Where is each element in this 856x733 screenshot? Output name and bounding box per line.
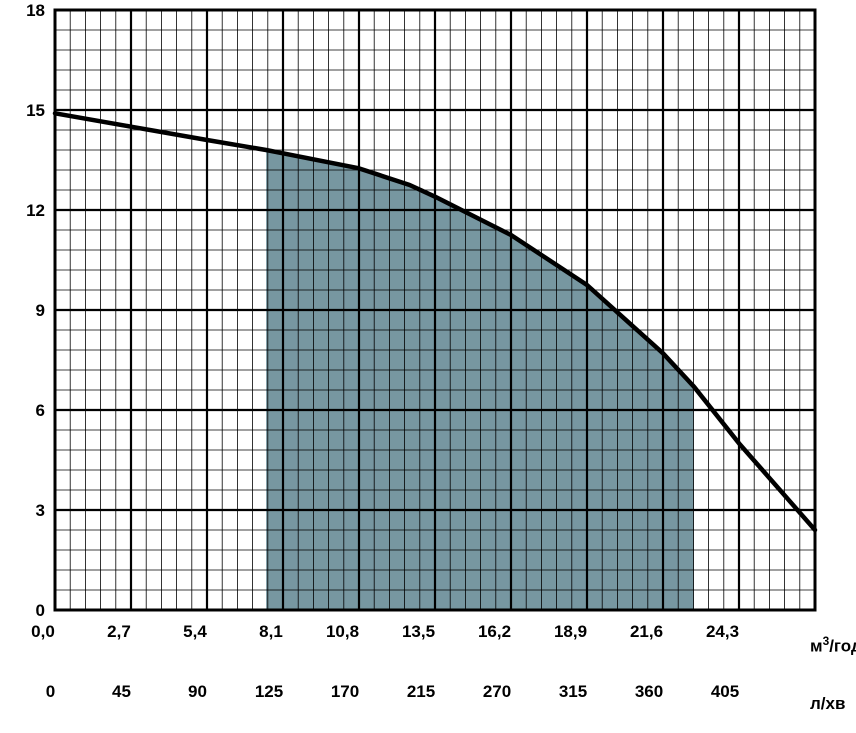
x2-tick-label: 270 (483, 682, 511, 702)
x2-tick-label: 45 (112, 682, 131, 702)
y-tick-label: 0 (36, 601, 45, 621)
x-tick-label: 0,0 (31, 622, 55, 642)
x-tick-label: 2,7 (107, 622, 131, 642)
y-tick-label: 9 (36, 301, 45, 321)
y-tick-label: 3 (36, 501, 45, 521)
x-tick-label: 8,1 (259, 622, 283, 642)
x2-tick-label: 215 (407, 682, 435, 702)
x-tick-label: 21,6 (630, 622, 663, 642)
y-tick-label: 6 (36, 401, 45, 421)
y-tick-label: 15 (26, 101, 45, 121)
x2-tick-label: 405 (711, 682, 739, 702)
x-tick-label: 18,9 (554, 622, 587, 642)
x-tick-label: 5,4 (183, 622, 207, 642)
x-tick-label: 16,2 (478, 622, 511, 642)
x-tick-label: 10,8 (326, 622, 359, 642)
x2-tick-label: 315 (559, 682, 587, 702)
x2-tick-label: 0 (46, 682, 55, 702)
pump-curve-chart: м3/год л/хв 0 3 6 9 12 15 18 0,0 2,7 5,4 8,1 10,8 13… (0, 0, 856, 733)
x-axis-unit-primary: м3/год (810, 634, 856, 657)
x2-tick-label: 90 (188, 682, 207, 702)
x2-tick-label: 360 (635, 682, 663, 702)
x2-tick-label: 170 (331, 682, 359, 702)
x2-tick-label: 125 (255, 682, 283, 702)
y-tick-label: 12 (26, 201, 45, 221)
x-axis-unit-secondary: л/хв (810, 694, 845, 714)
x-tick-label: 13,5 (402, 622, 435, 642)
y-tick-label: 18 (26, 1, 45, 21)
x-tick-label: 24,3 (706, 622, 739, 642)
